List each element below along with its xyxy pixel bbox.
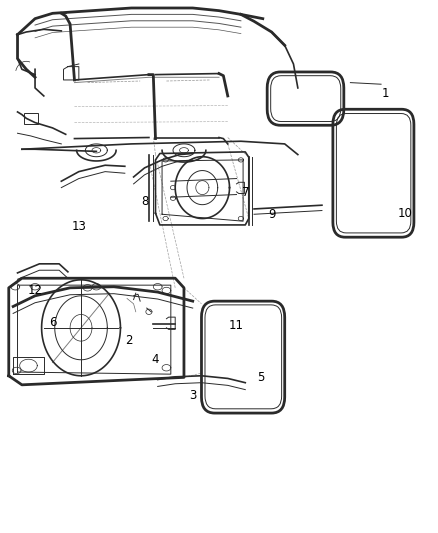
Text: 3: 3 (189, 389, 196, 402)
Text: 4: 4 (152, 353, 159, 366)
Text: 12: 12 (28, 284, 42, 297)
Text: 8: 8 (141, 195, 148, 208)
Text: 1: 1 (381, 87, 389, 100)
Text: 13: 13 (71, 220, 86, 233)
Text: 5: 5 (257, 371, 264, 384)
Text: 6: 6 (49, 316, 57, 329)
Text: 7: 7 (241, 187, 249, 199)
Bar (24, 113, 38, 124)
Text: 10: 10 (398, 207, 413, 220)
Text: 2: 2 (125, 334, 133, 346)
Text: 9: 9 (268, 208, 276, 221)
Text: 11: 11 (229, 319, 244, 332)
